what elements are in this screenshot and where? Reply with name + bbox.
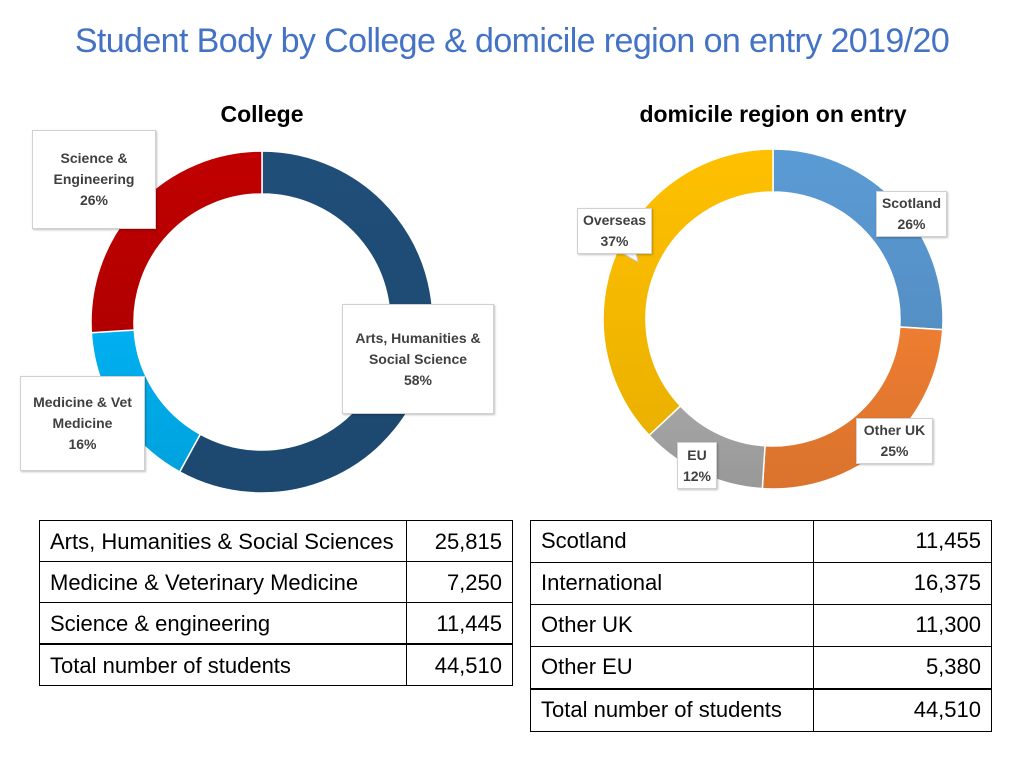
table-row: Other EU 5,380 (530, 646, 992, 690)
callout-eu: EU 12% (677, 442, 717, 489)
donut-slice-scotland (772, 148, 944, 331)
callout-category: Scotland (881, 195, 942, 211)
table-total-row: Total number of students 44,510 (530, 688, 992, 732)
row-value: 5,380 (813, 646, 992, 690)
total-label: Total number of students (39, 643, 407, 686)
row-value: 11,445 (406, 602, 513, 645)
row-value: 25,815 (406, 520, 513, 562)
callout-category: Other UK (863, 422, 926, 438)
college-table: Arts, Humanities & Social Sciences 25,81… (39, 520, 513, 686)
table-row: Other UK 11,300 (530, 604, 992, 647)
row-label: Science & engineering (39, 602, 407, 645)
callout-percent: 25% (880, 443, 909, 459)
donut-slice-science-engineering (90, 150, 263, 334)
table-row: Medicine & Veterinary Medicine 7,250 (39, 561, 513, 603)
callout-category: EU (687, 446, 707, 463)
callout-category: Science & Engineering (53, 150, 135, 187)
callout-scotland: Scotland 26% (876, 191, 947, 237)
callout-percent: 26% (897, 216, 926, 232)
callout-science-engineering: Science & Engineering 26% (32, 130, 156, 229)
row-label: Scotland (530, 520, 814, 563)
callout-category: Overseas (582, 212, 647, 228)
table-row: International 16,375 (530, 562, 992, 605)
table-row: Scotland 11,455 (530, 520, 992, 563)
total-value: 44,510 (406, 643, 513, 686)
total-value: 44,510 (813, 688, 992, 732)
callout-overseas: Overseas 37% (577, 208, 652, 254)
callout-percent: 58% (403, 371, 433, 388)
donut-slice-overseas (602, 148, 774, 437)
row-label: Other UK (530, 604, 814, 647)
callout-category: Medicine & Vet Medicine (33, 394, 132, 431)
row-label: Medicine & Veterinary Medicine (39, 561, 407, 603)
donut-slice-other-uk (761, 326, 944, 490)
callout-percent: 26% (79, 192, 109, 208)
callout-other-uk: Other UK 25% (856, 418, 933, 464)
callout-category: Arts, Humanities & Social Science (355, 329, 481, 367)
total-label: Total number of students (530, 688, 814, 732)
callout-percent: 16% (68, 436, 97, 452)
callout-percent: 37% (600, 233, 629, 249)
row-value: 7,250 (406, 561, 513, 603)
row-label: Arts, Humanities & Social Sciences (39, 520, 407, 562)
domicile-table: Scotland 11,455 International 16,375 Oth… (530, 520, 992, 732)
callout-arts-humanities: Arts, Humanities & Social Science 58% (342, 304, 494, 414)
row-label: International (530, 562, 814, 605)
callout-percent: 12% (682, 467, 712, 484)
table-total-row: Total number of students 44,510 (39, 643, 513, 686)
row-value: 16,375 (813, 562, 992, 605)
row-value: 11,455 (813, 520, 992, 563)
domicile-chart-title: domicile region on entry (639, 101, 907, 127)
table-row: Science & engineering 11,445 (39, 602, 513, 645)
row-value: 11,300 (813, 604, 992, 647)
college-chart-title: College (220, 101, 304, 127)
table-row: Arts, Humanities & Social Sciences 25,81… (39, 520, 513, 562)
row-label: Other EU (530, 646, 814, 690)
callout-medicine-vet: Medicine & Vet Medicine 16% (20, 376, 145, 471)
page-title: Student Body by College & domicile regio… (74, 22, 950, 60)
